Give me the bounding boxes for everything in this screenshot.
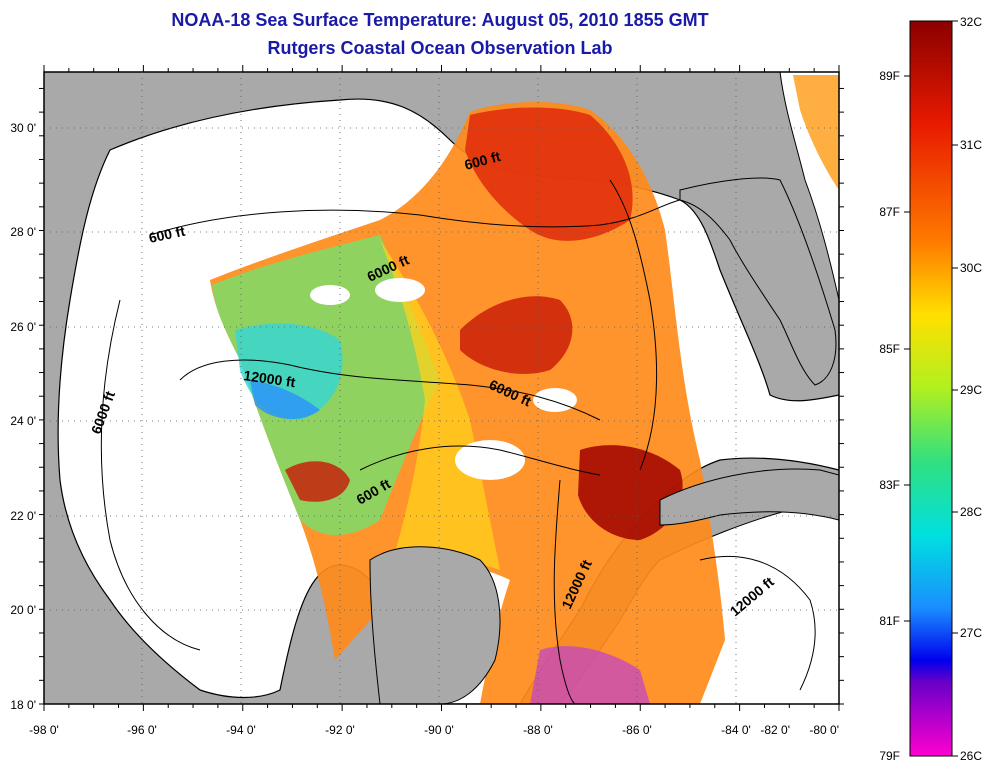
colorbar-fahrenheit-label: 83F	[879, 478, 900, 492]
graticule	[44, 72, 839, 704]
lat-label: 22 0'	[10, 509, 36, 523]
cloud-gap	[375, 278, 425, 302]
lon-label: -80 0'	[809, 723, 839, 737]
sst-blue-patch	[250, 380, 320, 420]
sst-hot-west	[285, 461, 350, 502]
cloud-gap	[455, 440, 525, 480]
contour-label: 12000 ft	[243, 367, 297, 390]
sst-yellow-band	[380, 240, 500, 570]
lon-label: -82 0'	[760, 723, 790, 737]
lat-label: 26 0'	[10, 320, 36, 334]
lon-label: -88 0'	[523, 723, 553, 737]
colorbar-celsius-label: 30C	[960, 261, 982, 275]
colorbar-fahrenheit-label: 85F	[879, 342, 900, 356]
florida-land	[679, 177, 837, 386]
lon-label: -84 0'	[721, 723, 751, 737]
lon-label: -86 0'	[622, 723, 652, 737]
colorbar-celsius-label: 27C	[960, 626, 982, 640]
lat-label: 20 0'	[10, 603, 36, 617]
lon-label: -90 0'	[424, 723, 454, 737]
lon-label: -98 0'	[29, 723, 59, 737]
lat-label: 28 0'	[10, 225, 36, 239]
colorbar-fahrenheit-label: 89F	[879, 69, 900, 83]
cuba-land	[659, 468, 839, 526]
colorbar-fahrenheit-label: 79F	[879, 749, 900, 763]
colorbar-celsius-label: 29C	[960, 383, 982, 397]
map-title: NOAA-18 Sea Surface Temperature: August …	[171, 10, 709, 30]
colorbar-fahrenheit-label: 87F	[879, 205, 900, 219]
axis-ticks	[39, 65, 844, 711]
cloud-gap	[310, 285, 350, 305]
colorbar-fahrenheit-label: 81F	[879, 614, 900, 628]
bathymetry-contours	[100, 179, 816, 704]
sst-hot-center	[460, 296, 573, 374]
colorbar	[909, 20, 953, 757]
lon-label: -94 0'	[226, 723, 256, 737]
colorbar-ticks	[904, 20, 958, 757]
cloud-gap	[533, 388, 577, 412]
sst-atlantic-strip	[793, 75, 839, 190]
colorbar-celsius-label: 28C	[960, 505, 982, 519]
contour-label: 600 ft	[147, 223, 186, 246]
lat-label: 24 0'	[10, 414, 36, 428]
yucatan-land	[369, 546, 501, 704]
colorbar-celsius-label: 32C	[960, 15, 982, 29]
lon-label: -96 0'	[127, 723, 157, 737]
lon-label: -92 0'	[325, 723, 355, 737]
colorbar-celsius-label: 26C	[960, 749, 982, 763]
sst-hot-north	[465, 107, 633, 241]
colorbar-celsius-label: 31C	[960, 138, 982, 152]
map-subtitle: Rutgers Coastal Ocean Observation Lab	[267, 38, 613, 58]
lat-label: 30 0'	[10, 121, 36, 135]
lat-label: 18 0'	[10, 698, 36, 712]
